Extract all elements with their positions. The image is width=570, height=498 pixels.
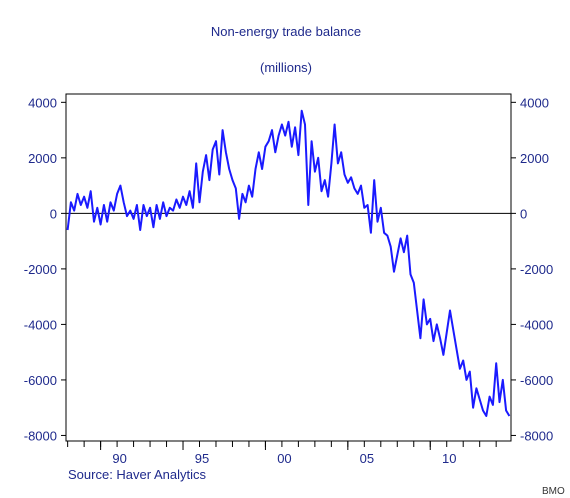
y-left-tick-label: -6000 [24,373,57,388]
chart-title: Non-energy trade balance [211,24,361,39]
plot-frame [65,93,512,442]
x-tick-label: 90 [112,451,126,466]
x-tick-label: 10 [442,451,456,466]
y-right-tick-label: -4000 [520,317,553,332]
chart-subtitle: (millions) [260,60,312,75]
y-left-tick-label: -4000 [24,317,57,332]
y-axis-right: 4000 2000 0 -2000 -4000 -6000 -8000 [511,95,553,443]
y-right-tick-label: -8000 [520,428,553,443]
x-axis: 90 95 00 05 10 [67,441,497,466]
y-left-tick-label: -2000 [24,262,57,277]
source-note: Source: Haver Analytics [68,467,207,482]
y-right-tick-label: -2000 [520,262,553,277]
y-left-tick-label: 2000 [28,151,57,166]
series-line [66,109,511,417]
x-tick-label: 05 [360,451,374,466]
y-left-tick-label: -8000 [24,428,57,443]
y-right-tick-label: 0 [520,206,527,221]
y-left-tick-label: 0 [50,206,57,221]
y-right-tick-label: -6000 [520,373,553,388]
series-layer [66,109,511,417]
x-tick-label: 95 [195,451,209,466]
brand-label: BMO [542,486,565,497]
y-right-tick-label: 4000 [520,95,549,110]
y-right-tick-label: 2000 [520,151,549,166]
y-left-tick-label: 4000 [28,95,57,110]
y-axis-left: 4000 2000 0 -2000 -4000 -6000 -8000 [24,95,66,443]
x-tick-label: 00 [277,451,291,466]
